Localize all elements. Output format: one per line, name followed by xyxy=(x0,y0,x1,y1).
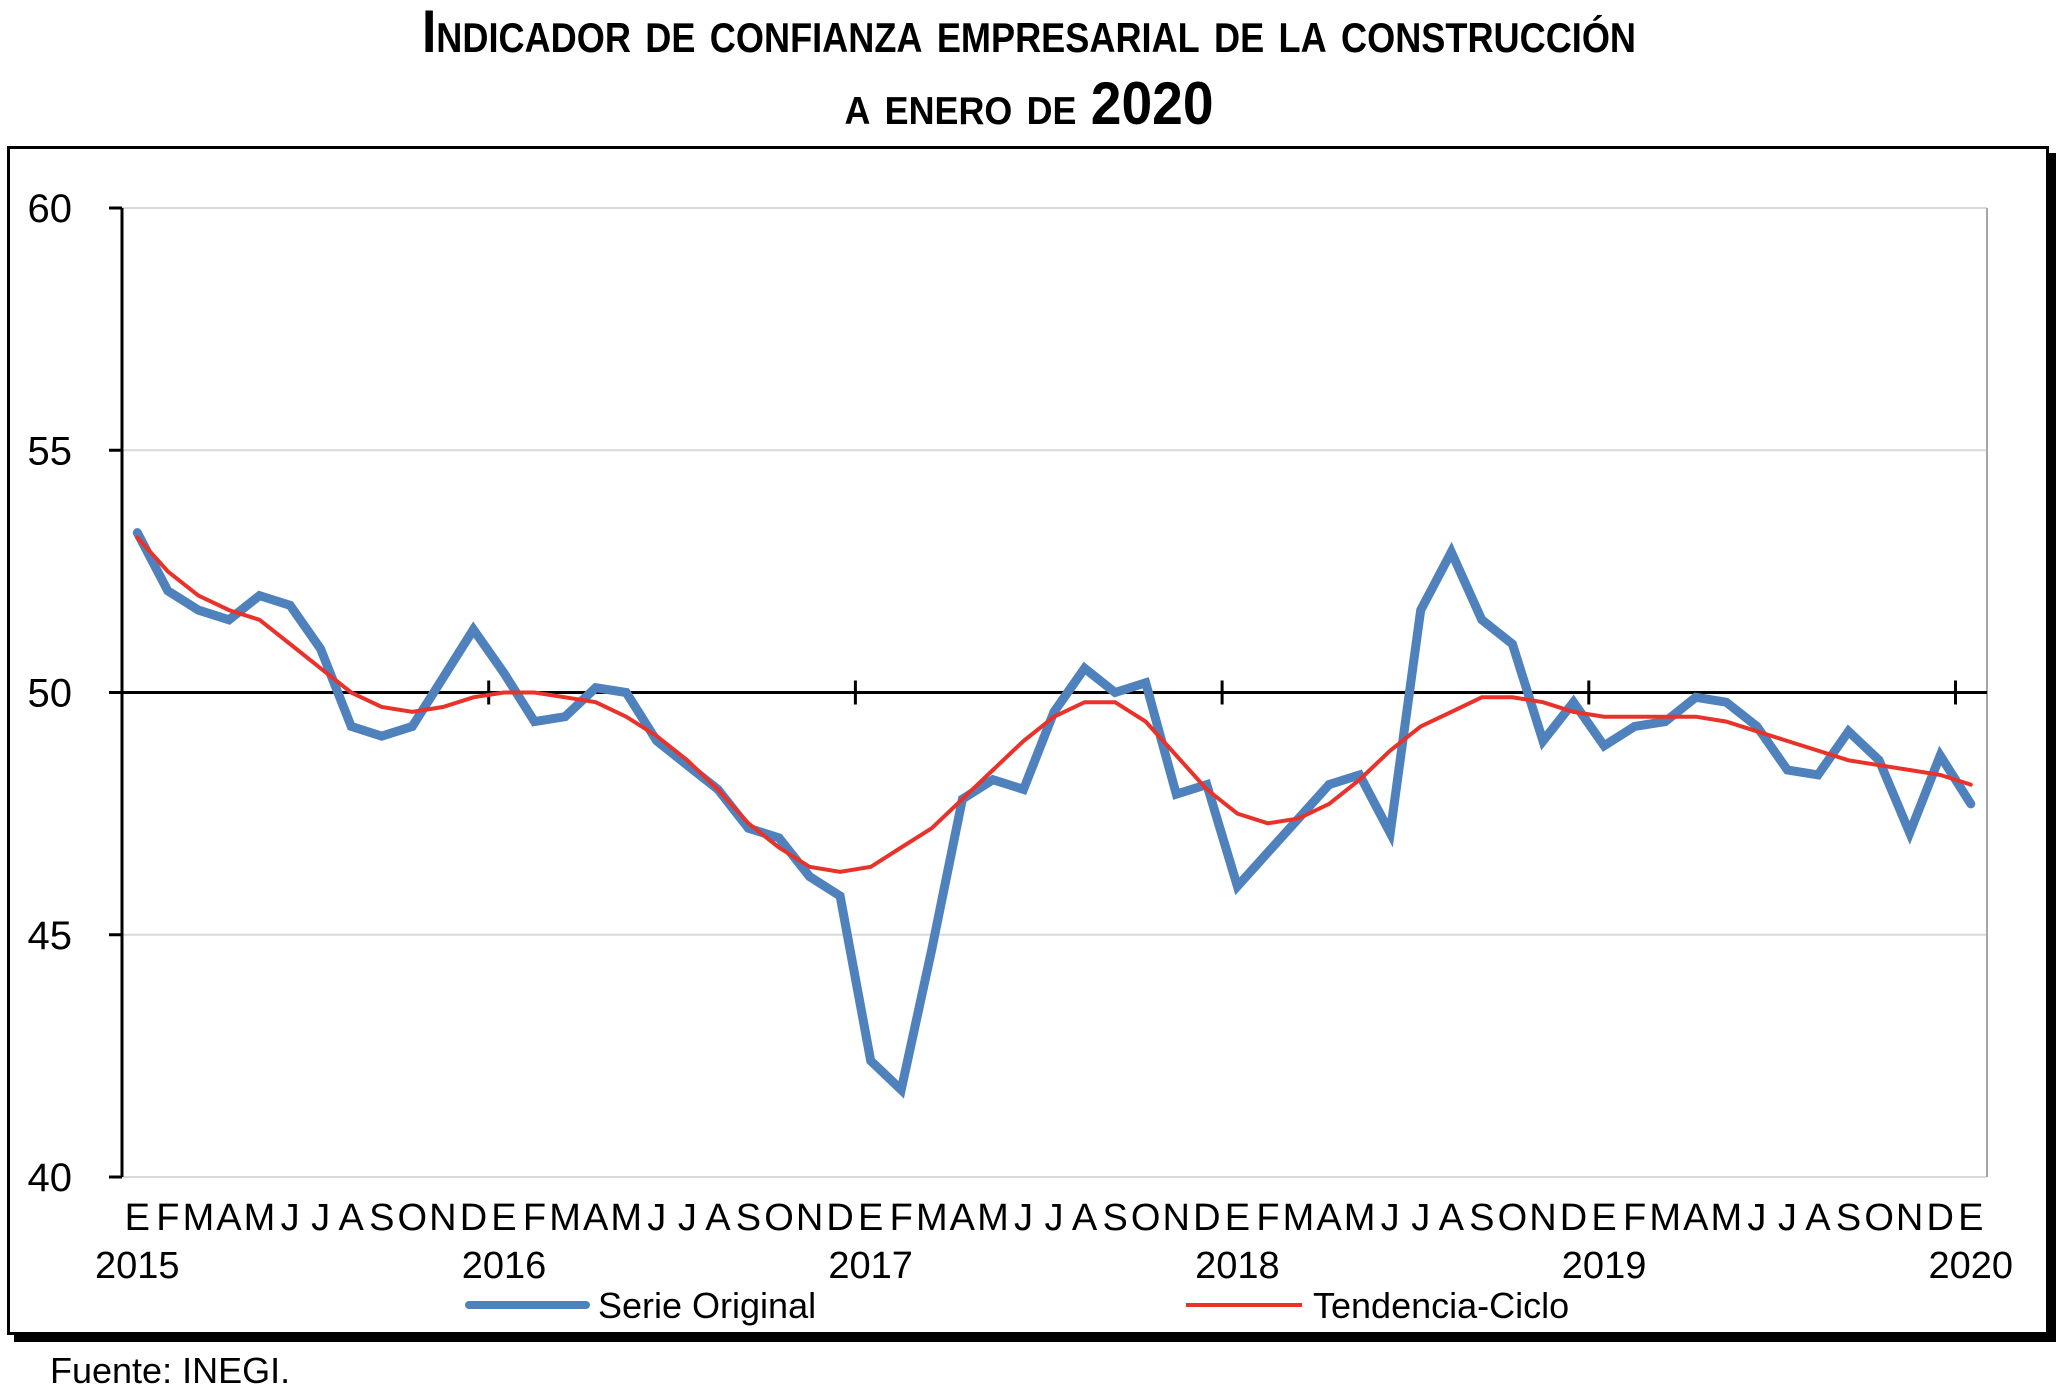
source-note: Fuente: INEGI. xyxy=(50,1350,290,1392)
x-month-label: S xyxy=(369,1197,394,1239)
x-month-label: A xyxy=(1316,1197,1342,1239)
axes xyxy=(109,208,1987,1177)
x-month-label: O xyxy=(764,1197,794,1239)
x-month-label: A xyxy=(1683,1197,1709,1239)
x-month-label: N xyxy=(429,1197,456,1239)
x-month-label: O xyxy=(1131,1197,1161,1239)
y-tick-labels: 40 45 50 55 60 xyxy=(28,187,73,1200)
x-month-label: J xyxy=(1411,1197,1430,1239)
x-month-label: M xyxy=(1649,1197,1681,1239)
x-month-label: S xyxy=(1469,1197,1494,1239)
x-year-label: 2016 xyxy=(462,1245,547,1287)
x-month-label: F xyxy=(156,1197,179,1239)
x-month-label: D xyxy=(1926,1197,1953,1239)
x-month-label: J xyxy=(281,1197,300,1239)
x-month-label: F xyxy=(523,1197,546,1239)
x-month-label: E xyxy=(1958,1197,1983,1239)
x-month-label: O xyxy=(1864,1197,1894,1239)
x-month-label: J xyxy=(1014,1197,1033,1239)
x-year-labels: 2015 2016 2017 2018 2019 2020 xyxy=(95,1245,2013,1287)
x-month-label: D xyxy=(1193,1197,1220,1239)
x-month-label: J xyxy=(647,1197,666,1239)
x-month-label: J xyxy=(311,1197,330,1239)
x-month-label: J xyxy=(1045,1197,1064,1239)
x-month-label: N xyxy=(796,1197,823,1239)
y-tick-label: 40 xyxy=(28,1156,73,1200)
x-month-label: N xyxy=(1163,1197,1190,1239)
x-month-label: D xyxy=(826,1197,853,1239)
y-tick-label: 55 xyxy=(28,429,73,473)
x-month-label: M xyxy=(244,1197,276,1239)
x-month-label: S xyxy=(1836,1197,1861,1239)
x-month-label: J xyxy=(678,1197,697,1239)
x-month-label: D xyxy=(1560,1197,1587,1239)
x-month-label: A xyxy=(216,1197,242,1239)
x-month-label: A xyxy=(1439,1197,1465,1239)
x-year-label: 2019 xyxy=(1562,1245,1647,1287)
x-month-label: F xyxy=(1256,1197,1279,1239)
legend: Serie Original Tendencia-Ciclo xyxy=(469,1285,1569,1326)
x-month-label: N xyxy=(1896,1197,1923,1239)
x-month-label: E xyxy=(125,1197,150,1239)
x-month-label: A xyxy=(1072,1197,1098,1239)
x-month-label: A xyxy=(339,1197,365,1239)
x-month-label: M xyxy=(1344,1197,1376,1239)
x-month-label: M xyxy=(183,1197,215,1239)
x-month-label: M xyxy=(1283,1197,1315,1239)
x-month-label: A xyxy=(1805,1197,1831,1239)
legend-label-serie-original: Serie Original xyxy=(598,1285,816,1326)
y-tick-label: 45 xyxy=(28,914,73,958)
x-month-label: J xyxy=(1778,1197,1797,1239)
x-year-label: 2018 xyxy=(1195,1245,1280,1287)
series-lines xyxy=(137,533,1971,1090)
x-month-label: J xyxy=(1747,1197,1766,1239)
x-month-label: M xyxy=(610,1197,642,1239)
x-month-label: M xyxy=(549,1197,581,1239)
x-year-label: 2017 xyxy=(828,1245,913,1287)
x-year-label: 2020 xyxy=(1929,1245,2014,1287)
x-year-label: 2015 xyxy=(95,1245,180,1287)
x-month-label: M xyxy=(977,1197,1009,1239)
x-month-label: E xyxy=(1591,1197,1616,1239)
x-month-label: D xyxy=(460,1197,487,1239)
legend-label-tendencia-ciclo: Tendencia-Ciclo xyxy=(1313,1285,1569,1326)
x-month-label: A xyxy=(950,1197,976,1239)
x-month-label: M xyxy=(916,1197,948,1239)
x-month-label: F xyxy=(1623,1197,1646,1239)
y-tick-label: 50 xyxy=(28,672,73,716)
x-month-label: S xyxy=(1102,1197,1127,1239)
x-month-label: M xyxy=(1710,1197,1742,1239)
x-month-label: F xyxy=(890,1197,913,1239)
x-month-label: O xyxy=(398,1197,428,1239)
x-month-label: E xyxy=(491,1197,516,1239)
series-line-serie-original xyxy=(137,533,1971,1090)
y-tick-label: 60 xyxy=(28,187,73,231)
x-month-label: E xyxy=(858,1197,883,1239)
x-month-label: S xyxy=(736,1197,761,1239)
x-month-label: A xyxy=(583,1197,609,1239)
x-month-label: N xyxy=(1529,1197,1556,1239)
x-month-label: A xyxy=(705,1197,731,1239)
x-month-label: O xyxy=(1498,1197,1528,1239)
x-month-label: J xyxy=(1381,1197,1400,1239)
x-month-label: E xyxy=(1225,1197,1250,1239)
